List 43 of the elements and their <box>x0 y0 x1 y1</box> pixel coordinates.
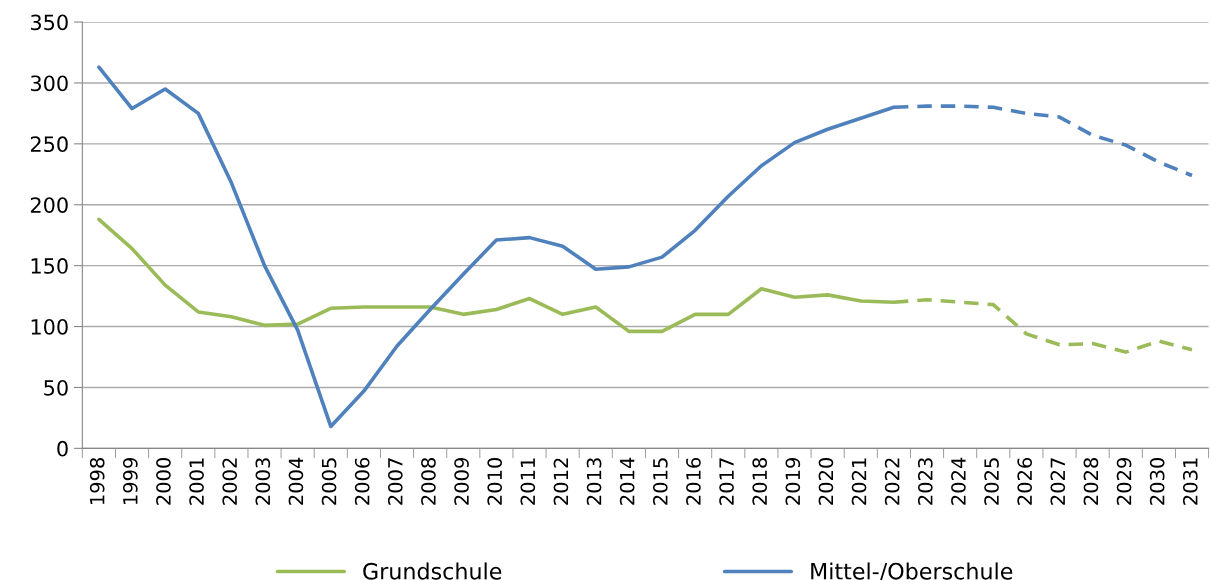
x-tick-label: 2026 <box>1017 457 1033 505</box>
x-tick-label: 2012 <box>553 458 569 505</box>
x-tick-label: 2023 <box>917 458 933 505</box>
x-tick-label: 2019 <box>785 458 801 505</box>
x-tick-label: 2020 <box>818 457 834 505</box>
y-tick-label: 250 <box>30 136 68 153</box>
x-tick-label: 2027 <box>1050 458 1066 505</box>
y-tick-label: 150 <box>31 258 68 274</box>
x-tick-label: 2007 <box>387 458 403 505</box>
x-tick-label: 2025 <box>984 458 999 505</box>
x-tick-label: 2000 <box>156 457 171 505</box>
y-tick-label: 50 <box>44 379 68 396</box>
x-tick-label: 2014 <box>619 457 635 505</box>
x-tick-label: 1998 <box>89 458 105 505</box>
x-tick-label: 2021 <box>851 458 867 505</box>
x-tick-label: 2029 <box>1116 458 1132 505</box>
x-tick-label: 2005 <box>321 458 337 505</box>
legend-label: Grundschule <box>363 562 502 580</box>
x-tick-label: 2024 <box>951 457 966 505</box>
x-tick-label: 2018 <box>752 458 768 505</box>
x-tick-label: 2011 <box>520 458 536 505</box>
x-tick-label: 2022 <box>884 458 900 505</box>
x-tick-label: 2013 <box>586 458 602 505</box>
y-tick-label: 100 <box>31 318 68 335</box>
x-tick-label: 2031 <box>1182 458 1198 505</box>
y-tick-label: 0 <box>57 440 68 457</box>
x-tick-label: 2002 <box>222 458 238 505</box>
y-tick-label: 300 <box>30 75 68 92</box>
x-tick-label: 2009 <box>454 458 469 505</box>
x-tick-label: 2015 <box>652 458 668 505</box>
x-tick-label: 2008 <box>421 458 436 505</box>
x-tick-label: 2001 <box>189 458 204 505</box>
x-tick-label: 2028 <box>1083 458 1099 505</box>
y-tick-label: 350 <box>30 14 68 31</box>
x-tick-label: 2006 <box>354 457 370 505</box>
y-tick-label: 200 <box>30 197 68 213</box>
x-tick-label: 2003 <box>255 458 271 505</box>
x-tick-label: 2017 <box>719 458 734 505</box>
x-tick-label: 2010 <box>487 457 503 505</box>
x-tick-label: 1999 <box>122 458 138 505</box>
x-tick-label: 2004 <box>288 457 304 505</box>
x-tick-label: 2030 <box>1149 457 1165 505</box>
x-tick-label: 2016 <box>686 457 701 505</box>
